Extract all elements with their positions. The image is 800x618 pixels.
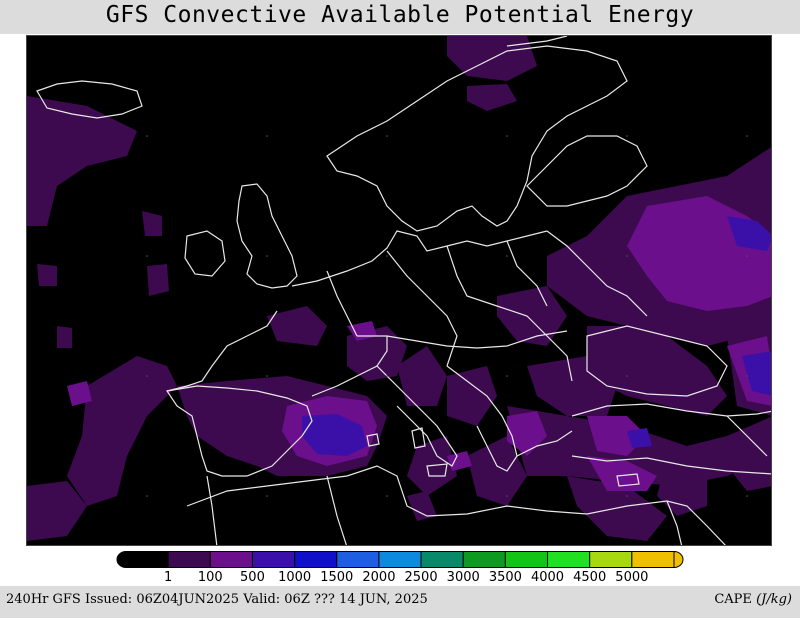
- colorbar-swatch: [167, 551, 211, 568]
- lat-lon-grid: [146, 135, 748, 497]
- units-label: CAPE (J/kg): [714, 592, 792, 607]
- colorbar-tick-label: 2500: [404, 570, 438, 585]
- cape-map[interactable]: [27, 36, 772, 546]
- footer-bar: [0, 586, 800, 618]
- colorbar-tick-label: 4000: [530, 570, 565, 585]
- colorbar: [116, 551, 684, 568]
- colorbar-tick-label: 5000: [615, 570, 649, 585]
- cape-shading-high: [302, 216, 771, 456]
- coastlines: [36, 36, 771, 545]
- colorbar-swatch: [378, 551, 422, 568]
- colorbar-tick-label: 4500: [573, 570, 607, 585]
- colorbar-swatch: [504, 551, 549, 568]
- colorbar-tick-label: 100: [197, 570, 223, 585]
- map-title: GFS Convective Available Potential Energ…: [105, 2, 695, 28]
- colorbar-swatch: [462, 551, 506, 568]
- colorbar-tick-label: 3500: [488, 570, 522, 585]
- colorbar-swatch: [251, 551, 296, 568]
- colorbar-swatch: [294, 551, 338, 568]
- colorbar-swatch: [589, 551, 633, 568]
- colorbar-swatch: [209, 551, 253, 568]
- colorbar-tick-label: 1500: [320, 570, 354, 585]
- colorbar-tick-label: 3000: [446, 570, 480, 585]
- colorbar-tick-label: 2000: [362, 570, 396, 585]
- units-name: CAPE: [714, 592, 752, 607]
- colorbar-swatch: [547, 551, 591, 568]
- colorbar-tick-label: 1000: [278, 570, 312, 585]
- map-panel[interactable]: [26, 35, 772, 546]
- colorbar-tick-label: 1: [164, 570, 173, 585]
- units-value: (J/kg): [756, 592, 792, 607]
- colorbar-tick-label: 500: [240, 570, 265, 585]
- colorbar-cap-left: [116, 551, 127, 568]
- colorbar-cap-right: [673, 551, 684, 568]
- colorbar-swatch: [631, 551, 675, 568]
- issued-text: 240Hr GFS Issued: 06Z04JUN2025 Valid: 06…: [6, 592, 428, 607]
- title-bar: [0, 0, 800, 34]
- colorbar-swatch: [420, 551, 464, 568]
- colorbar-swatch: [336, 551, 380, 568]
- colorbar-swatch: [125, 551, 169, 568]
